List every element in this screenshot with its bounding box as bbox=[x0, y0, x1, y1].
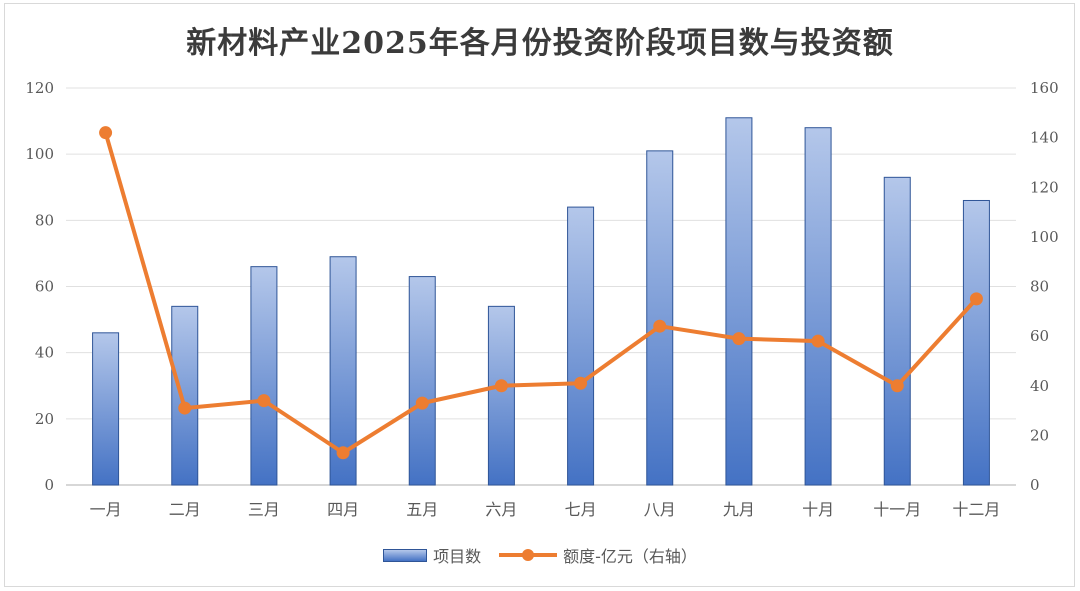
left-tick-label: 60 bbox=[35, 278, 54, 296]
line-point bbox=[178, 401, 192, 415]
right-tick-label: 40 bbox=[1030, 377, 1049, 395]
legend-line-swatch bbox=[499, 548, 558, 562]
legend-item-line: 额度-亿元（右轴） bbox=[499, 543, 697, 567]
left-tick-label: 80 bbox=[35, 211, 54, 229]
bar bbox=[171, 305, 199, 486]
left-tick-label: 100 bbox=[25, 145, 54, 163]
category-label: 七月 bbox=[565, 500, 597, 519]
bar bbox=[804, 127, 832, 486]
right-tick-label: 20 bbox=[1030, 426, 1049, 444]
bar bbox=[487, 305, 515, 486]
right-tick-label: 120 bbox=[1030, 178, 1059, 196]
series-line bbox=[103, 130, 979, 455]
bar bbox=[962, 199, 990, 486]
category-label: 四月 bbox=[327, 500, 359, 519]
line-point bbox=[257, 394, 271, 408]
legend-bar-swatch bbox=[383, 548, 428, 562]
line-point bbox=[574, 376, 588, 390]
line-point bbox=[415, 396, 429, 410]
right-tick-label: 140 bbox=[1030, 129, 1059, 147]
left-tick-label: 120 bbox=[25, 79, 54, 97]
bar bbox=[250, 266, 278, 486]
line-point bbox=[732, 332, 746, 346]
legend: 项目数 额度-亿元（右轴） bbox=[0, 543, 1080, 567]
bar-series bbox=[92, 117, 990, 486]
category-label: 五月 bbox=[406, 500, 438, 519]
bar bbox=[567, 206, 595, 486]
bar bbox=[408, 276, 436, 486]
category-label: 三月 bbox=[248, 500, 280, 519]
left-tick-label: 0 bbox=[44, 476, 54, 494]
bar bbox=[92, 332, 120, 486]
line-point bbox=[494, 379, 508, 393]
legend-line-label: 额度-亿元（右轴） bbox=[563, 547, 697, 566]
right-tick-label: 0 bbox=[1030, 476, 1040, 494]
category-label: 一月 bbox=[90, 500, 122, 519]
right-tick-label: 100 bbox=[1030, 228, 1059, 246]
category-label: 十二月 bbox=[952, 500, 1000, 519]
right-tick-label: 80 bbox=[1030, 278, 1049, 296]
left-axis-ticks: 0 20 40 60 80 100 120 bbox=[25, 79, 54, 494]
line-point bbox=[99, 126, 113, 140]
line-point bbox=[336, 446, 350, 460]
left-tick-label: 20 bbox=[35, 410, 54, 428]
legend-item-bar: 项目数 bbox=[383, 543, 481, 567]
line-point bbox=[811, 334, 825, 348]
bar bbox=[646, 150, 674, 486]
legend-bar-label: 项目数 bbox=[433, 547, 482, 566]
bar bbox=[883, 176, 911, 486]
right-tick-label: 60 bbox=[1030, 327, 1049, 345]
category-label: 十一月 bbox=[873, 500, 921, 519]
right-tick-label: 160 bbox=[1030, 79, 1059, 97]
left-tick-label: 40 bbox=[35, 344, 54, 362]
category-label: 二月 bbox=[169, 500, 201, 519]
gridlines bbox=[66, 87, 1016, 486]
line-series bbox=[99, 126, 983, 460]
line-point bbox=[969, 292, 983, 306]
bar bbox=[725, 117, 753, 486]
line-point bbox=[890, 379, 904, 393]
line-point bbox=[653, 319, 667, 333]
right-axis-ticks: 0 20 40 60 80 100 120 140 160 bbox=[1030, 79, 1059, 494]
category-label: 九月 bbox=[723, 500, 755, 519]
category-label: 十月 bbox=[802, 500, 834, 519]
chart-title: 新材料产业2025年各月份投资阶段项目数与投资额 bbox=[186, 26, 894, 61]
category-label: 六月 bbox=[485, 500, 517, 519]
category-labels: 一月 二月 三月 四月 五月 六月 七月 八月 九月 十月 十一月 十二月 bbox=[90, 500, 1001, 519]
category-label: 八月 bbox=[644, 500, 676, 519]
